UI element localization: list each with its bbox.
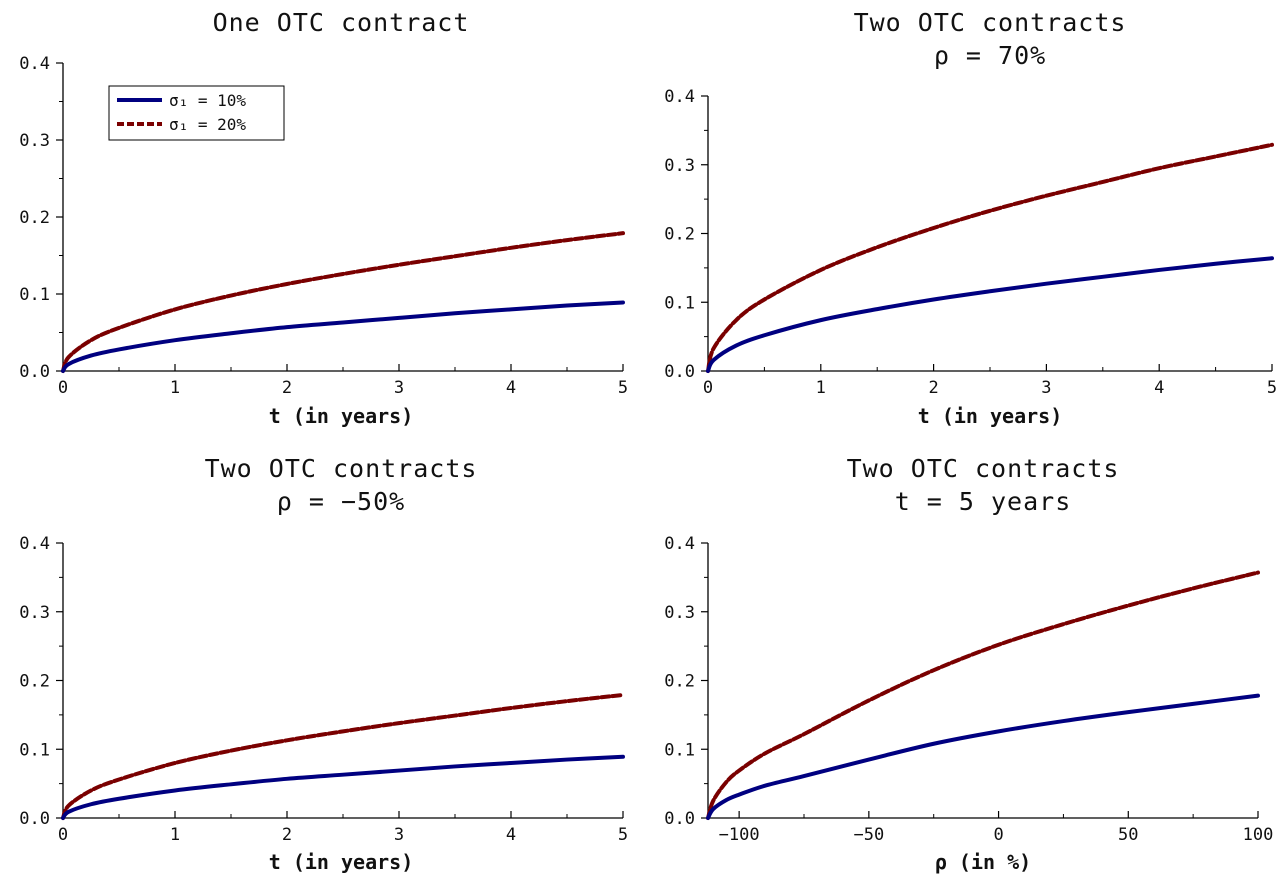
p2-ytick-label: 0.4: [664, 87, 695, 107]
panel-4-title: Two OTC contracts: [847, 454, 1120, 483]
p1-ytick-label: 0.2: [19, 208, 50, 228]
p2-xtick-label: 4: [1154, 378, 1164, 398]
p3-xtick-label: 5: [618, 825, 628, 845]
panel-2-subtitle: ρ = 70%: [934, 41, 1046, 70]
p1-series-sigma-10-line: [61, 300, 625, 373]
p1-series-sigma-20-line: [61, 231, 625, 373]
p3-ytick-label: 0.2: [19, 672, 50, 692]
p4-xtick-label: 50: [1118, 825, 1138, 845]
panel-1-title: One OTC contract: [213, 8, 470, 37]
p2-xtick-label: 3: [1041, 378, 1051, 398]
panel-1-xlabel: t (in years): [269, 404, 414, 428]
p3-xtick-label: 1: [170, 825, 180, 845]
p2-ytick-label: 0.3: [664, 156, 695, 176]
panel-2-title: Two OTC contracts: [854, 8, 1127, 37]
panel-two-otc-t-5: Two OTC contracts t = 5 years 0.00.10.20…: [664, 454, 1273, 874]
panel-4-xlabel: ρ (in %): [935, 850, 1031, 874]
p1-xtick-label: 4: [506, 378, 516, 398]
p1-ytick-label: 0.4: [19, 54, 50, 74]
p4-xtick-label: 100: [1243, 825, 1274, 845]
p1-ytick-label: 0.3: [19, 131, 50, 151]
p2-ytick-label: 0.2: [664, 225, 695, 245]
p3-series-sigma-10-line: [61, 754, 625, 820]
panel-4-plot: 0.0 0.1 0.2 0.3 0.4 −100 −50 0 50 100: [664, 534, 1273, 845]
p2-series-sigma-10-line: [706, 256, 1274, 373]
panel-3-subtitle: ρ = −50%: [277, 487, 405, 516]
p3-ytick-label: 0.0: [19, 809, 50, 829]
p4-series-sigma-20-line: [706, 570, 1260, 820]
p1-ytick-label: 0.0: [19, 362, 50, 382]
p3-xtick-label: 0: [58, 825, 68, 845]
p2-xtick-label: 5: [1267, 378, 1277, 398]
legend-label-sigma-20: σ₁ = 20%: [169, 115, 246, 134]
p4-ytick-label: 0.2: [664, 672, 695, 692]
panel-2-xlabel: t (in years): [918, 404, 1063, 428]
panel-4-subtitle: t = 5 years: [895, 487, 1072, 516]
legend: σ₁ = 10% σ₁ = 20%: [108, 85, 285, 141]
panel-2-plot: 0.0 0.1 0.2 0.3 0.4 0 1 2 3 4 5: [664, 87, 1277, 398]
legend-label-sigma-10: σ₁ = 10%: [169, 91, 246, 110]
p2-ytick-label: 0.0: [664, 362, 695, 382]
p4-xtick-label: −100: [719, 825, 760, 845]
p2-series-sigma-20-line: [706, 142, 1274, 373]
p4-ytick-label: 0.1: [664, 740, 695, 760]
p2-xtick-label: 0: [703, 378, 713, 398]
p1-xtick-label: 2: [282, 378, 292, 398]
p3-xtick-label: 3: [394, 825, 404, 845]
p4-ytick-label: 0.4: [664, 534, 695, 554]
p4-xtick-label: −50: [853, 825, 884, 845]
panel-two-otc-rho-neg-50: Two OTC contracts ρ = −50% 0.00.10.20.30…: [19, 454, 628, 874]
p2-ytick-label: 0.1: [664, 293, 695, 313]
p3-series-sigma-20-line: [61, 692, 625, 820]
p3-ytick-label: 0.3: [19, 603, 50, 623]
p3-ytick-label: 0.4: [19, 534, 50, 554]
p1-xtick-label: 5: [618, 378, 628, 398]
p4-xtick-label: 0: [993, 825, 1003, 845]
p2-xtick-label: 2: [928, 378, 938, 398]
panel-3-plot: 0.0 0.1 0.2 0.3 0.4 0 1 2 3 4 5: [19, 534, 628, 845]
p1-xtick-label: 1: [170, 378, 180, 398]
p4-ytick-label: 0.0: [664, 809, 695, 829]
p3-xtick-label: 2: [282, 825, 292, 845]
p1-ytick-label: 0.1: [19, 285, 50, 305]
p4-ytick-label: 0.3: [664, 603, 695, 623]
panel-1-plot: 0.0 0.1 0.2 0.3 0.4 0 1 2 3 4 5: [19, 54, 628, 398]
panel-3-title: Two OTC contracts: [205, 454, 478, 483]
p2-xtick-label: 1: [816, 378, 826, 398]
panel-one-otc: One OTC contract 0.0 0.1 0.2 0.3 0.4 0 1 2 3 4 5 t…: [19, 8, 628, 428]
panel-two-otc-rho-70: Two OTC contracts ρ = 70% 0.00.10.20.30.…: [664, 8, 1277, 428]
p1-xtick-label: 3: [394, 378, 404, 398]
legend-box: [108, 85, 285, 141]
p3-xtick-label: 4: [506, 825, 516, 845]
p4-series-sigma-10-line: [706, 693, 1260, 820]
p3-ytick-label: 0.1: [19, 740, 50, 760]
panel-3-xlabel: t (in years): [269, 850, 414, 874]
p1-xtick-label: 0: [58, 378, 68, 398]
